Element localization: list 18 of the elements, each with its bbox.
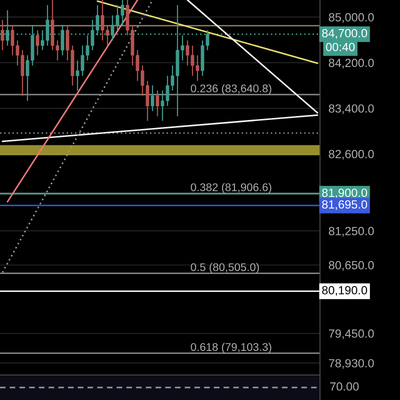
- y-tick-label: 78,930.0: [328, 359, 374, 369]
- annotation: 0.618 (79,103.3): [190, 342, 272, 354]
- text: 00:40: [326, 42, 355, 52]
- y-tick-label: 85,000.0: [328, 13, 374, 23]
- ref-line-label: 84,700.0: [322, 29, 368, 39]
- y-tick-label: 80,650.0: [328, 261, 374, 271]
- ref-line-label: 80,190.0: [322, 286, 368, 296]
- y-tick-label: 79,450.0: [328, 329, 374, 340]
- y-tick-label: 84,200.0: [328, 58, 374, 68]
- y-tick-label: 83,400.0: [328, 104, 374, 114]
- annotation: 0.236 (83,640.8): [190, 84, 272, 95]
- annotation: 0.382 (81,906.6): [190, 183, 272, 194]
- ref-line-label: 81,695.0: [322, 200, 368, 210]
- annotation: 0.5 (80,505.0): [190, 262, 259, 274]
- ref-line-label: 81,900.0: [322, 188, 368, 198]
- y-tick-label: 81,250.0: [328, 226, 374, 237]
- text: 70.00: [330, 382, 359, 391]
- y-tick-label: 82,600.0: [328, 150, 374, 160]
